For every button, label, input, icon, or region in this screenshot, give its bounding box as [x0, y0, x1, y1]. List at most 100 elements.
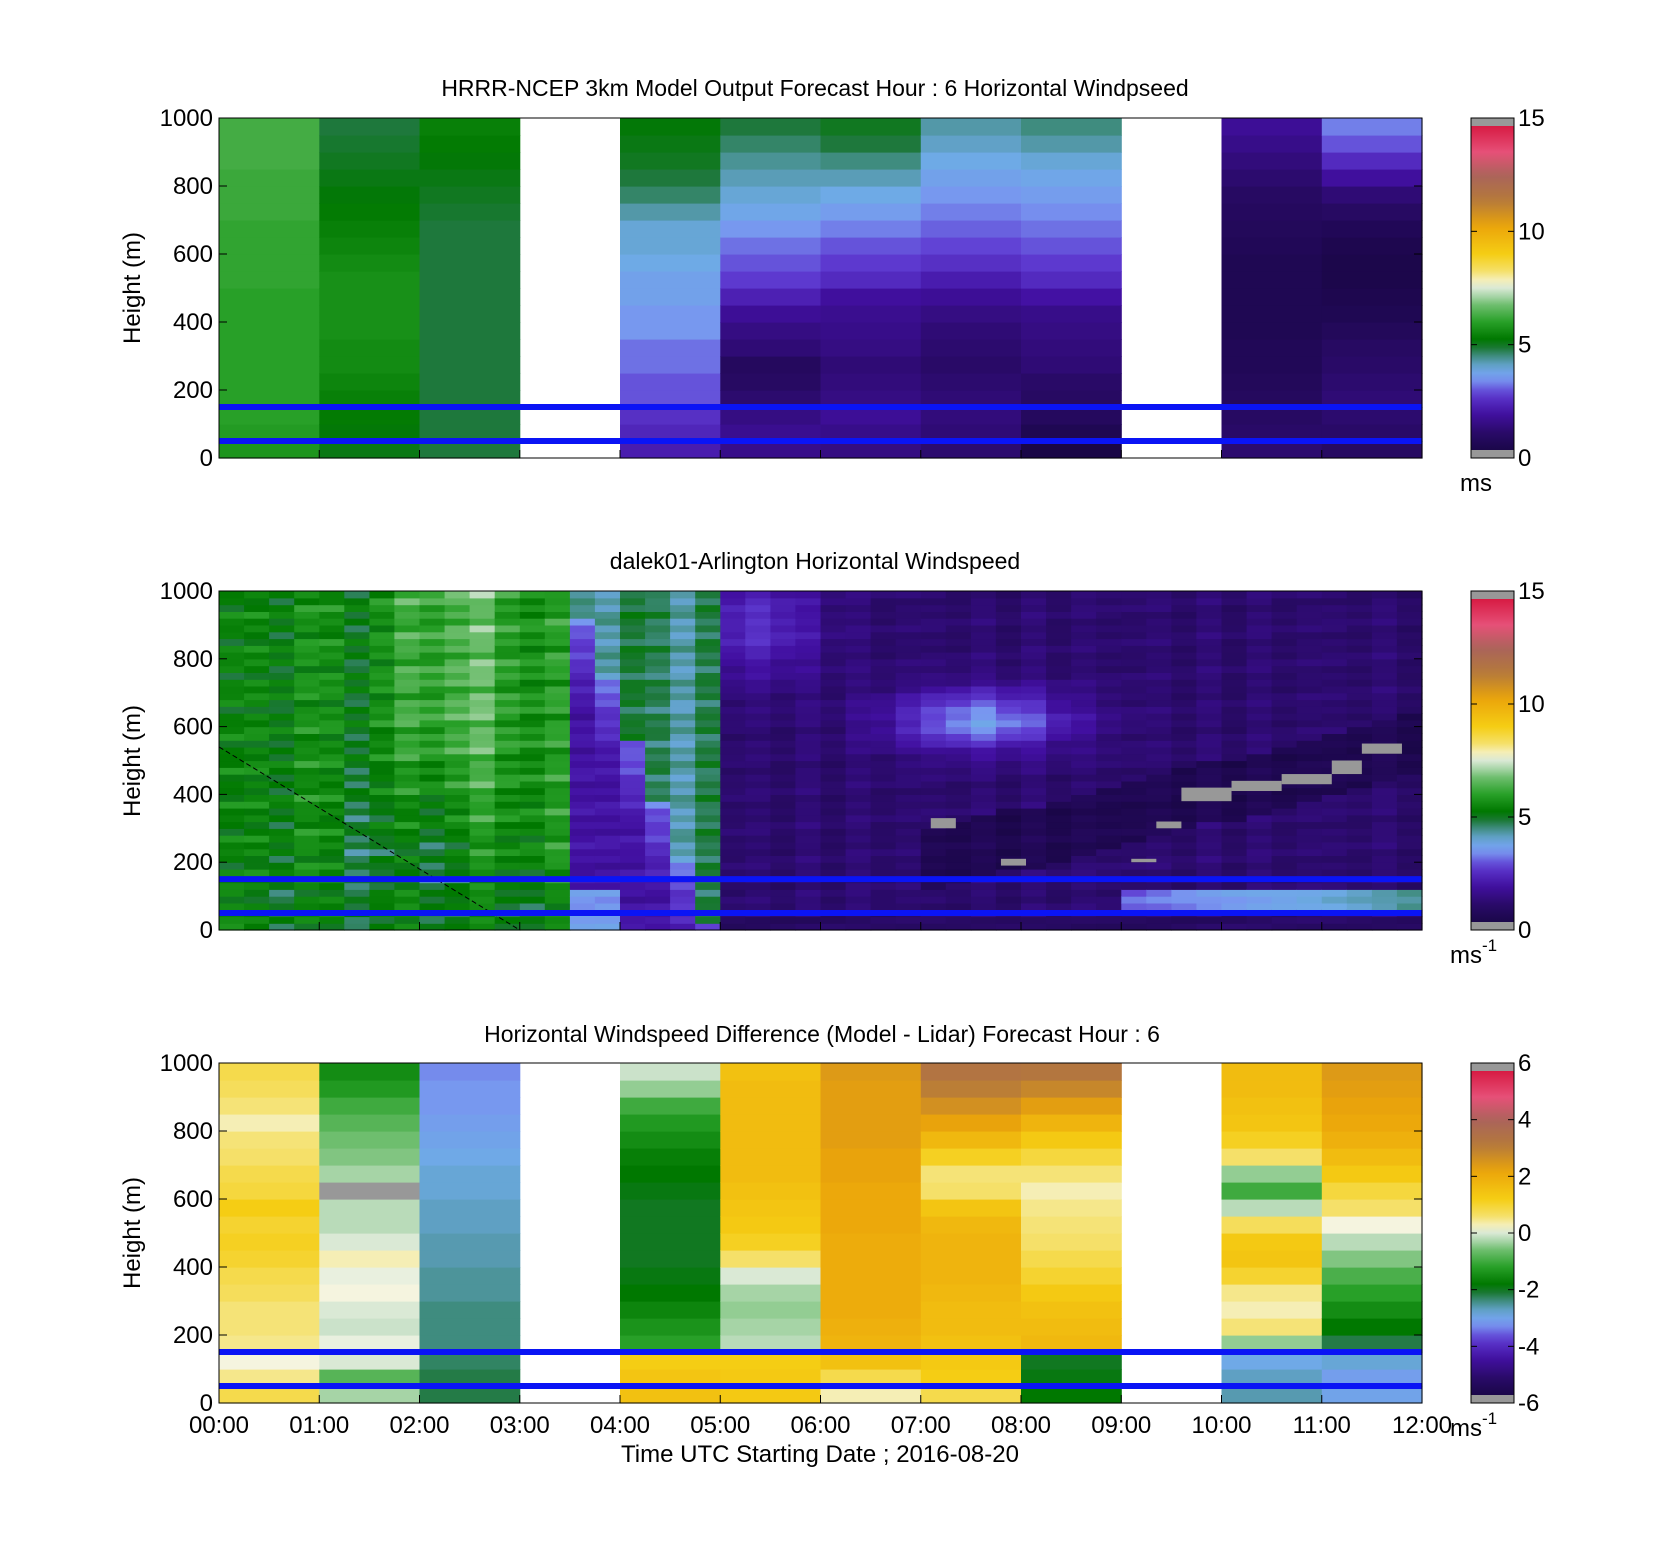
heatmap-cell [1221, 672, 1248, 680]
heatmap-cell [620, 305, 721, 323]
heatmap-cell [1046, 780, 1072, 789]
heatmap-cell [920, 848, 947, 856]
heatmap-cell [519, 780, 546, 789]
heatmap-cell [1196, 699, 1223, 707]
heatmap-cell [945, 726, 972, 734]
heatmap-cell [544, 848, 571, 856]
heatmap-cell [795, 787, 822, 795]
heatmap-cell [745, 645, 771, 653]
heatmap-cell [469, 780, 496, 789]
heatmap-cell [1296, 719, 1323, 728]
heatmap-cell [720, 322, 822, 340]
heatmap-cell [670, 841, 696, 850]
heatmap-cell [945, 645, 972, 653]
heatmap-cell [670, 808, 696, 816]
heatmap-cell [319, 1335, 421, 1353]
heatmap-cell [1321, 855, 1348, 863]
heatmap-cell [344, 624, 370, 633]
heatmap-cell [1396, 882, 1423, 890]
heatmap-cell [1246, 706, 1273, 714]
heatmap-cell [1196, 821, 1223, 829]
heatmap-cell [820, 441, 922, 459]
colorbar-tick-label: 10 [1518, 218, 1545, 245]
heatmap-cell [720, 441, 822, 459]
heatmap-cell [444, 753, 471, 762]
heatmap-cell [670, 828, 696, 836]
heatmap-cell [920, 740, 947, 748]
heatmap-cell [820, 760, 847, 768]
heatmap-cell [544, 862, 571, 870]
heatmap-cell [770, 645, 797, 653]
heatmap-cell [670, 746, 696, 755]
heatmap-cell [945, 902, 972, 911]
heatmap-cell [1221, 896, 1248, 904]
heatmap-cell [569, 719, 596, 728]
heatmap-cell [569, 923, 596, 931]
heatmap-cell [1196, 638, 1223, 646]
heatmap-cell [1171, 706, 1198, 714]
heatmap-cell [269, 719, 295, 728]
heatmap-cell [1021, 169, 1122, 187]
heatmap-cell [594, 652, 621, 660]
heatmap-cell [519, 801, 546, 809]
heatmap-cell [1221, 862, 1248, 870]
heatmap-cell [269, 591, 295, 599]
heatmap-cell [319, 726, 345, 734]
heatmap-cell [219, 896, 245, 904]
heatmap-cell [720, 1114, 822, 1132]
heatmap-cell [1221, 828, 1248, 836]
heatmap-cell [620, 713, 646, 721]
heatmap-cell [620, 719, 646, 728]
heatmap-cell [394, 862, 421, 870]
heatmap-cell [1096, 746, 1122, 755]
colorbar-tick-label: 0 [1518, 917, 1531, 944]
heatmap-cell [344, 638, 370, 646]
heatmap-cell [319, 1386, 421, 1404]
heatmap-cell [594, 631, 621, 640]
heatmap-cell [1296, 713, 1323, 721]
heatmap-cell [620, 152, 721, 170]
heatmap-cell [1396, 855, 1423, 863]
heatmap-cell [1021, 652, 1047, 660]
heatmap-cell [770, 828, 797, 836]
heatmap-cell [1221, 322, 1323, 340]
heatmap-cell [1371, 889, 1398, 897]
heatmap-cell [1321, 740, 1348, 748]
heatmap-cell [745, 719, 771, 728]
heatmap-cell [1221, 237, 1323, 255]
heatmap-cell [219, 753, 245, 762]
heatmap-cell [1146, 672, 1172, 680]
heatmap-cell [995, 862, 1022, 870]
heatmap-cell [369, 604, 396, 612]
heatmap-cell [770, 679, 797, 687]
heatmap-cell [469, 638, 496, 646]
heatmap-cell [820, 794, 847, 802]
heatmap-cell [544, 740, 571, 748]
heatmap-cell [1221, 152, 1323, 170]
heatmap-cell [1121, 774, 1147, 782]
heatmap-cell [1021, 746, 1047, 755]
heatmap-cell [1246, 726, 1273, 734]
heatmap-cell [1096, 753, 1122, 762]
heatmap-cell [745, 869, 771, 877]
heatmap-cell [444, 814, 471, 823]
heatmap-cell [1196, 719, 1223, 728]
heatmap-cell [244, 808, 270, 816]
heatmap-cell [394, 726, 421, 734]
heatmap-cell [1146, 780, 1172, 789]
heatmap-cell [745, 923, 771, 931]
heatmap-cell [269, 638, 295, 646]
heatmap-cell [1146, 658, 1172, 667]
heatmap-cell [1296, 780, 1323, 789]
heatmap-cell [294, 841, 320, 850]
heatmap-cell [820, 889, 847, 897]
heatmap-cell [1221, 591, 1248, 599]
heatmap-cell [1146, 706, 1172, 714]
heatmap-cell [419, 373, 521, 391]
heatmap-cell [620, 1063, 721, 1081]
heatmap-cell [870, 821, 897, 829]
heatmap-cell [219, 1080, 320, 1098]
heatmap-cell [695, 624, 721, 633]
heatmap-cell [1021, 390, 1122, 408]
heatmap-cell [419, 1216, 521, 1234]
